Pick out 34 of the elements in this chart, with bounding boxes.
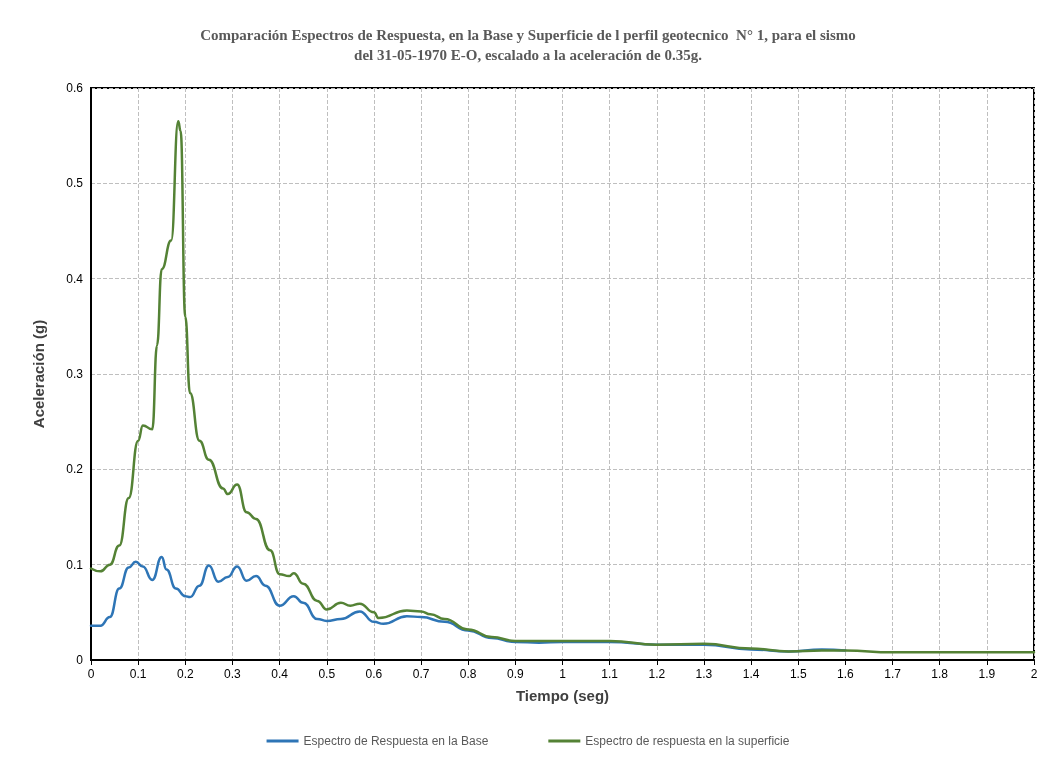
x-tick-label: 1.3 xyxy=(695,667,713,681)
x-tick-label: 1 xyxy=(559,667,567,681)
legend-label: Espectro de Respuesta en la Base xyxy=(303,734,489,748)
x-tick-label: 1.6 xyxy=(837,667,855,681)
x-tick-label: 0 xyxy=(87,667,95,681)
y-tick-label: 0 xyxy=(76,653,84,667)
x-tick-label: 1.1 xyxy=(601,667,619,681)
x-tick-label: 1.4 xyxy=(742,667,760,681)
x-tick-label: 2 xyxy=(1030,667,1038,681)
x-tick-label: 0.3 xyxy=(224,667,242,681)
x-tick-label: 0.5 xyxy=(318,667,336,681)
x-tick-label: 0.7 xyxy=(412,667,430,681)
legend-label: Espectro de respuesta en la superficie xyxy=(585,734,790,748)
y-axis-title: Aceleración (g) xyxy=(30,319,47,429)
x-tick-label: 1.8 xyxy=(931,667,949,681)
x-tick-label: 0.1 xyxy=(129,667,147,681)
line-series xyxy=(89,120,1036,654)
x-tick-label: 0.4 xyxy=(271,667,289,681)
x-tick-label: 1.5 xyxy=(789,667,807,681)
x-tick-label: 0.8 xyxy=(459,667,477,681)
chart-title: Comparación Espectros de Respuesta, en la Base y Superficie de l perfil geotecnico N° 1, para el sismo del 31-05-1970 E-O, escalado a la aceleración de 0.35g. xyxy=(200,27,856,63)
x-tick-label: 0.6 xyxy=(365,667,383,681)
y-tick-label: 0.2 xyxy=(66,462,84,477)
x-tick-label: 0.2 xyxy=(176,667,194,681)
x-tick-label: 1.2 xyxy=(648,667,666,681)
y-tick-label: 0.1 xyxy=(66,557,84,572)
x-tick-label: 0.9 xyxy=(507,667,525,681)
y-tick-label: 0.4 xyxy=(66,271,84,286)
y-tick-label: 0.3 xyxy=(66,367,84,381)
x-axis-title: Tiempo (seg) xyxy=(515,687,610,704)
x-tick-label: 1.7 xyxy=(884,667,902,681)
y-tick-label: 0.6 xyxy=(66,81,84,95)
y-tick-label: 0.5 xyxy=(66,176,84,191)
x-tick-label: 1.9 xyxy=(978,667,996,681)
